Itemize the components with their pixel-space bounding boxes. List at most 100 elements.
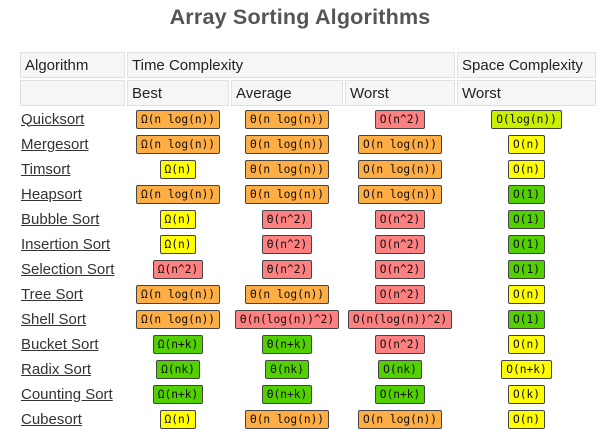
algorithm-link[interactable]: Shell Sort (21, 310, 87, 328)
space-cell: O(n) (457, 283, 596, 306)
algorithm-link[interactable]: Cubesort (21, 410, 82, 428)
header-time-complexity: Time Complexity (127, 52, 455, 78)
complexity-badge: Ω(n log(n)) (135, 310, 221, 329)
worst-cell: O(n log(n)) (345, 408, 455, 431)
best-cell: Ω(n^2) (127, 258, 229, 281)
complexity-badge: O(1) (508, 210, 545, 229)
complexity-badge: Θ(n log(n)) (244, 185, 330, 204)
table-row: Counting Sort Ω(n+k) Θ(n+k) O(n+k) O(k) (20, 383, 596, 406)
complexity-badge: O(k) (508, 385, 545, 404)
complexity-badge: O(n^2) (374, 210, 426, 229)
table-row: Selection Sort Ω(n^2) Θ(n^2) O(n^2) O(1) (20, 258, 596, 281)
header-space-complexity: Space Complexity (457, 52, 596, 78)
complexity-badge: O(n^2) (374, 110, 426, 129)
table-row: Bucket Sort Ω(n+k) Θ(n+k) O(n^2) O(n) (20, 333, 596, 356)
algorithm-cell: Shell Sort (20, 308, 125, 331)
space-cell: O(1) (457, 308, 596, 331)
complexity-badge: Θ(n^2) (261, 210, 313, 229)
complexity-badge: O(1) (508, 235, 545, 254)
header-blank (20, 80, 125, 106)
worst-cell: O(n^2) (345, 283, 455, 306)
worst-cell: O(n^2) (345, 108, 455, 131)
complexity-badge: O(n(log(n))^2) (347, 310, 453, 329)
algorithm-link[interactable]: Bubble Sort (21, 210, 100, 228)
algorithm-cell: Tree Sort (20, 283, 125, 306)
space-cell: O(k) (457, 383, 596, 406)
algorithm-link[interactable]: Mergesort (21, 135, 89, 153)
complexity-badge: O(n+k) (374, 385, 426, 404)
best-cell: Ω(n) (127, 208, 229, 231)
complexity-badge: Ω(n+k) (152, 385, 204, 404)
complexity-badge: Θ(n+k) (261, 335, 313, 354)
space-cell: O(n) (457, 408, 596, 431)
header-space-worst: Worst (457, 80, 596, 106)
header-average: Average (231, 80, 343, 106)
complexity-badge: Ω(n) (159, 410, 197, 429)
sorting-table: Algorithm Time Complexity Space Complexi… (18, 50, 598, 433)
algorithm-cell: Selection Sort (20, 258, 125, 281)
complexity-badge: Θ(n log(n)) (244, 410, 330, 429)
best-cell: Ω(nk) (127, 358, 229, 381)
header-row: Algorithm Time Complexity Space Complexi… (20, 52, 596, 78)
complexity-badge: O(n) (508, 135, 545, 154)
algorithm-link[interactable]: Selection Sort (21, 260, 115, 278)
complexity-badge: Ω(n log(n)) (135, 185, 221, 204)
complexity-badge: O(n+k) (501, 360, 552, 379)
complexity-badge: O(1) (508, 185, 545, 204)
algorithm-cell: Cubesort (20, 408, 125, 431)
complexity-badge: Ω(n log(n)) (135, 110, 221, 129)
complexity-badge: O(n log(n)) (357, 135, 443, 154)
complexity-badge: Ω(n) (159, 210, 197, 229)
algorithm-cell: Heapsort (20, 183, 125, 206)
header-worst: Worst (345, 80, 455, 106)
worst-cell: O(n log(n)) (345, 158, 455, 181)
table-row: Bubble Sort Ω(n) Θ(n^2) O(n^2) O(1) (20, 208, 596, 231)
complexity-badge: O(n^2) (374, 260, 426, 279)
average-cell: Θ(n log(n)) (231, 108, 343, 131)
algorithm-link[interactable]: Counting Sort (21, 385, 113, 403)
algorithm-link[interactable]: Timsort (21, 160, 71, 178)
average-cell: Θ(n log(n)) (231, 283, 343, 306)
complexity-badge: Θ(nk) (265, 360, 309, 379)
average-cell: Θ(n^2) (231, 208, 343, 231)
worst-cell: O(n log(n)) (345, 183, 455, 206)
table-row: Cubesort Ω(n) Θ(n log(n)) O(n log(n)) O(n) (20, 408, 596, 431)
algorithm-link[interactable]: Bucket Sort (21, 335, 99, 353)
table-row: Quicksort Ω(n log(n)) Θ(n log(n)) O(n^2) O(l… (20, 108, 596, 131)
complexity-badge: Ω(n) (159, 235, 197, 254)
complexity-badge: Ω(nk) (156, 360, 200, 379)
table-row: Shell Sort Ω(n log(n)) Θ(n(log(n))^2) O(n(l… (20, 308, 596, 331)
worst-cell: O(n^2) (345, 233, 455, 256)
algorithm-cell: Radix Sort (20, 358, 125, 381)
average-cell: Θ(n+k) (231, 333, 343, 356)
complexity-badge: Θ(n+k) (261, 385, 313, 404)
algorithm-link[interactable]: Tree Sort (21, 285, 83, 303)
complexity-badge: O(n) (508, 285, 545, 304)
algorithm-link[interactable]: Quicksort (21, 110, 85, 128)
algorithm-cell: Bubble Sort (20, 208, 125, 231)
algorithm-cell: Insertion Sort (20, 233, 125, 256)
algorithm-cell: Counting Sort (20, 383, 125, 406)
algorithm-link[interactable]: Heapsort (21, 185, 82, 203)
space-cell: O(log(n)) (457, 108, 596, 131)
worst-cell: O(n^2) (345, 258, 455, 281)
average-cell: Θ(n log(n)) (231, 408, 343, 431)
best-cell: Ω(n) (127, 158, 229, 181)
best-cell: Ω(n+k) (127, 383, 229, 406)
table-row: Tree Sort Ω(n log(n)) Θ(n log(n)) O(n^2) O(n… (20, 283, 596, 306)
worst-cell: O(n+k) (345, 383, 455, 406)
worst-cell: O(n^2) (345, 208, 455, 231)
worst-cell: O(n^2) (345, 333, 455, 356)
complexity-badge: Θ(n log(n)) (244, 285, 330, 304)
algorithm-link[interactable]: Radix Sort (21, 360, 92, 378)
best-cell: Ω(n+k) (127, 333, 229, 356)
algorithm-cell: Bucket Sort (20, 333, 125, 356)
complexity-badge: Θ(n(log(n))^2) (234, 310, 340, 329)
average-cell: Θ(n+k) (231, 383, 343, 406)
worst-cell: O(n(log(n))^2) (345, 308, 455, 331)
complexity-badge: O(n) (508, 160, 545, 179)
best-cell: Ω(n) (127, 233, 229, 256)
complexity-badge: Ω(n^2) (152, 260, 204, 279)
best-cell: Ω(n log(n)) (127, 283, 229, 306)
algorithm-link[interactable]: Insertion Sort (21, 235, 111, 253)
